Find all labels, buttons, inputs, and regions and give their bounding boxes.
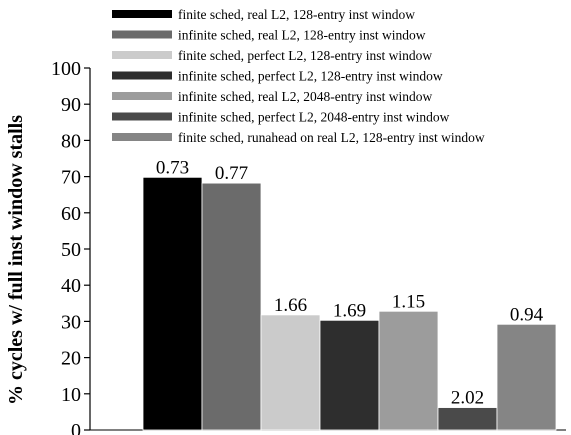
legend-item: finite sched, real L2, 128-entry inst wi… [112, 7, 415, 22]
legend-swatch [112, 10, 172, 18]
bar [260, 314, 321, 431]
y-tick-label: 40 [61, 275, 81, 297]
data-label: 1.69 [333, 300, 366, 321]
bar [378, 310, 439, 431]
legend-item: infinite sched, real L2, 2048-entry inst… [112, 89, 432, 104]
legend-item: infinite sched, perfect L2, 128-entry in… [112, 69, 443, 84]
y-axis: 0 10 20 30 40 50 60 70 80 90 100 [51, 58, 566, 435]
y-axis-label: % cycles w/ full inst window stalls [5, 115, 27, 405]
legend-swatch [112, 92, 172, 100]
data-label: 0.94 [510, 304, 544, 325]
legend-label: finite sched, perfect L2, 128-entry inst… [178, 48, 432, 63]
y-tick-label: 10 [61, 384, 81, 406]
bar [319, 319, 380, 431]
legend-swatch [112, 51, 172, 59]
y-tick-label: 90 [61, 94, 81, 116]
y-tick-label: 100 [51, 58, 81, 80]
legend-label: infinite sched, perfect L2, 128-entry in… [178, 69, 443, 84]
legend-swatch [112, 133, 172, 141]
y-tick-label: 70 [61, 167, 81, 189]
legend-label: infinite sched, real L2, 2048-entry inst… [178, 89, 432, 104]
legend: finite sched, real L2, 128-entry inst wi… [112, 7, 485, 145]
legend-label: finite sched, real L2, 128-entry inst wi… [178, 7, 415, 22]
y-tick-label: 80 [61, 130, 81, 152]
legend-label: infinite sched, real L2, 128-entry inst … [178, 28, 426, 43]
legend-swatch [112, 71, 172, 80]
bar [437, 407, 498, 431]
data-label: 2.02 [451, 388, 484, 409]
y-tick-label: 30 [61, 311, 81, 333]
y-tick-label: 60 [61, 203, 81, 225]
legend-swatch [112, 30, 172, 39]
bars: 0.73 0.77 1.66 1.69 1.15 2.02 0.94 [142, 157, 557, 431]
bar [142, 176, 203, 431]
y-tick-label: 0 [71, 420, 81, 435]
legend-item: finite sched, runahead on real L2, 128-e… [112, 130, 485, 145]
legend-item: infinite sched, real L2, 128-entry inst … [112, 28, 426, 43]
bar [201, 182, 262, 431]
legend-swatch [112, 112, 172, 121]
legend-item: infinite sched, perfect L2, 2048-entry i… [112, 110, 450, 125]
legend-label: finite sched, runahead on real L2, 128-e… [178, 130, 485, 145]
data-label: 0.73 [156, 157, 189, 178]
y-tick-label: 50 [61, 239, 81, 261]
legend-item: finite sched, perfect L2, 128-entry inst… [112, 48, 432, 63]
bar [496, 323, 557, 431]
y-tick-label: 20 [61, 348, 81, 370]
data-label: 0.77 [215, 163, 248, 184]
legend-label: infinite sched, perfect L2, 2048-entry i… [178, 110, 450, 125]
data-label: 1.15 [392, 291, 425, 312]
data-label: 1.66 [274, 295, 307, 316]
